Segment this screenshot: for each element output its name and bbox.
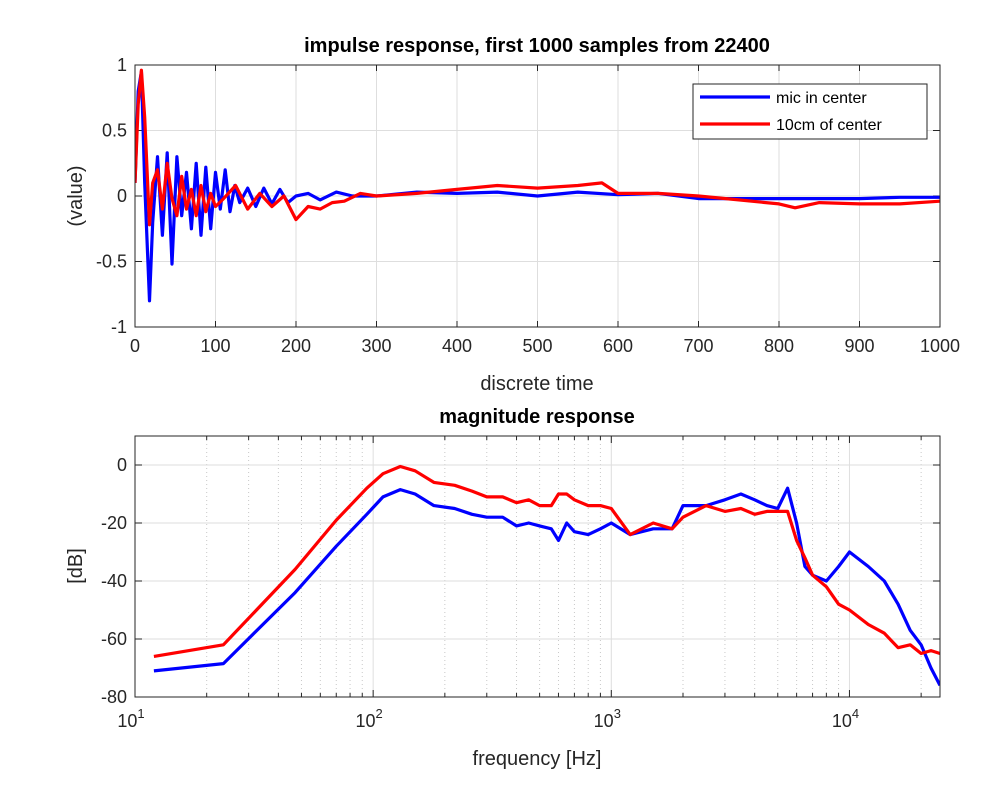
- magnitude-response-chart: 101 102 103 104 -80 -60 -40 -20 0 magnitude res…: [65, 406, 941, 770]
- plot-area: [135, 436, 940, 697]
- series-line-10cm-of-center: [153, 464, 940, 658]
- axes-box: [134, 435, 941, 698]
- x-tick-label: 103: [594, 706, 621, 731]
- y-tick-label: 0: [117, 455, 127, 475]
- x-tick-label: 400: [442, 336, 472, 356]
- y-tick-labels: -80 -60 -40 -20 0: [101, 455, 127, 707]
- x-tick-label: 104: [832, 706, 859, 731]
- x-tick-label: 100: [200, 336, 230, 356]
- x-tick-label: 800: [764, 336, 794, 356]
- y-tick-label: 0: [117, 186, 127, 206]
- x-tick-label: 700: [683, 336, 713, 356]
- x-tick-label: 102: [356, 706, 383, 731]
- legend-label-mic-in-center: mic in center: [776, 90, 867, 107]
- y-axis-label: (value): [65, 165, 87, 226]
- x-tick-label: 200: [281, 336, 311, 356]
- y-tick-label: 0.5: [102, 121, 127, 141]
- y-tick-label: -40: [101, 571, 127, 591]
- x-tick-label: 1000: [920, 336, 960, 356]
- x-axis-label: discrete time: [480, 373, 593, 395]
- x-tick-label: 600: [603, 336, 633, 356]
- legend-box: [692, 83, 928, 140]
- y-tick-label: -80: [101, 687, 127, 707]
- y-tick-label: -60: [101, 629, 127, 649]
- x-tick-label: 300: [361, 336, 391, 356]
- y-tick-label: -1: [111, 317, 127, 337]
- chart-title: impulse response, first 1000 samples fro…: [304, 35, 770, 57]
- series-lines: [135, 68, 940, 303]
- y-tick-labels: -1 -0.5 0 0.5 1: [96, 55, 127, 337]
- series-lines: [153, 464, 940, 687]
- x-tick-labels: 101 102 103 104: [117, 706, 859, 731]
- x-tick-label: 0: [130, 336, 140, 356]
- legend-label-10cm-of-center: 10cm of center: [776, 117, 883, 134]
- series-line-mic-in-center: [135, 70, 940, 303]
- axes-box: [134, 64, 941, 328]
- series-line-10cm-of-center: [135, 68, 940, 227]
- impulse-response-chart: 0 100 200 300 400 500 600 700 800 900 1000 -1 -0.5 0…: [65, 35, 960, 395]
- chart-title: magnitude response: [439, 406, 635, 428]
- x-tick-label: 900: [844, 336, 874, 356]
- legend: mic in center 10cm of center: [692, 83, 928, 140]
- y-tick-label: 1: [117, 55, 127, 75]
- x-tick-label: 500: [522, 336, 552, 356]
- x-tick-label: 101: [117, 706, 144, 731]
- y-tick-label: -20: [101, 513, 127, 533]
- x-axis-label: frequency [Hz]: [473, 748, 602, 770]
- y-tick-label: -0.5: [96, 252, 127, 272]
- x-tick-labels: 0 100 200 300 400 500 600 700 800 900 1000: [130, 336, 960, 356]
- y-axis-label: [dB]: [65, 548, 87, 584]
